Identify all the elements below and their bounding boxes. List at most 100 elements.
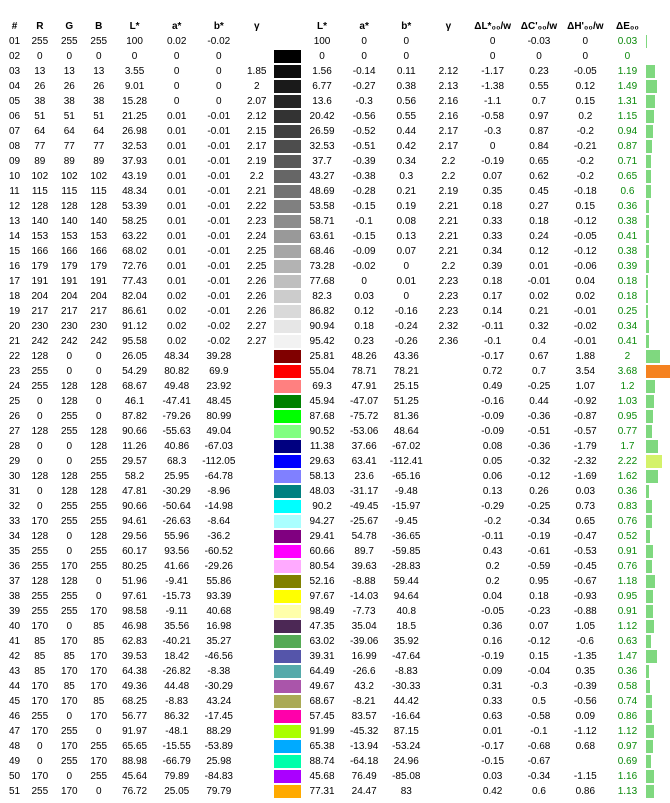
cell: -47.07 — [343, 394, 385, 409]
cell: 51 — [4, 784, 25, 799]
cell: 217 — [55, 304, 84, 319]
cell: 0.44 — [385, 124, 427, 139]
cell: -0.05 — [469, 604, 515, 619]
de00-cell: 1.19 — [609, 64, 647, 79]
cell: -0.02 — [198, 319, 240, 334]
cell: 0.72 — [469, 364, 515, 379]
cell: -8.38 — [198, 664, 240, 679]
cell: 0.42 — [469, 784, 515, 799]
cell: 255 — [84, 769, 113, 784]
cell — [240, 724, 274, 739]
cell: 11.38 — [301, 439, 343, 454]
cell: 32.53 — [114, 139, 156, 154]
swatch-fill — [274, 275, 301, 288]
cell: 38 — [84, 94, 113, 109]
swatch-fill — [274, 500, 301, 513]
cell: 35 — [4, 544, 25, 559]
swatch-fill — [274, 575, 301, 588]
table-row: 1415315315363.220.01-0.012.2463.61-0.150… — [4, 229, 670, 244]
cell: 21.25 — [114, 109, 156, 124]
cell — [240, 484, 274, 499]
cell: -2.32 — [562, 454, 608, 469]
cell: 85 — [25, 634, 54, 649]
color-swatch — [274, 709, 301, 724]
de-bar-cell — [646, 259, 670, 274]
table-row: 34128012829.5655.96-36.229.4154.78-36.65… — [4, 529, 670, 544]
cell: -0.36 — [516, 439, 562, 454]
cell: 0 — [198, 79, 240, 94]
de-bar-cell — [646, 109, 670, 124]
cell: -36.65 — [385, 529, 427, 544]
de-bar-cell — [646, 274, 670, 289]
cell: 58.2 — [114, 469, 156, 484]
cell: -67.03 — [198, 439, 240, 454]
cell: -25.67 — [343, 514, 385, 529]
cell: 88.29 — [198, 724, 240, 739]
de-bar — [646, 575, 654, 588]
cell: 0.35 — [562, 664, 608, 679]
table-row: 0651515121.250.01-0.012.1220.42-0.560.55… — [4, 109, 670, 124]
cell: -49.45 — [343, 499, 385, 514]
cell: 0.03 — [562, 484, 608, 499]
cell: 0 — [343, 34, 385, 49]
de-bar-cell — [646, 589, 670, 604]
cell: 18 — [4, 289, 25, 304]
cell: -0.6 — [562, 634, 608, 649]
swatch-fill — [274, 665, 301, 678]
cell: 0 — [469, 49, 515, 64]
table-row: 47170255091.97-48.188.2991.99-45.3287.15… — [4, 724, 670, 739]
cell: 0 — [25, 409, 54, 424]
de-bar — [646, 365, 670, 378]
cell: 0.12 — [562, 79, 608, 94]
de-bar — [646, 335, 649, 348]
cell: 58.13 — [301, 469, 343, 484]
cell: 63.41 — [343, 454, 385, 469]
cell: 88.98 — [114, 754, 156, 769]
cell: 16 — [4, 259, 25, 274]
table-row: 50170025545.6479.89-84.8345.6876.49-85.0… — [4, 769, 670, 784]
cell: 255 — [55, 409, 84, 424]
table-row: 042626269.010026.77-0.270.382.13-1.380.5… — [4, 79, 670, 94]
cell: 0.07 — [469, 169, 515, 184]
cell: -0.12 — [516, 634, 562, 649]
cell: 170 — [25, 769, 54, 784]
cell: 39.28 — [198, 349, 240, 364]
cell: 79.79 — [198, 784, 240, 799]
cell: -0.15 — [343, 229, 385, 244]
cell: 0 — [343, 274, 385, 289]
de-bar — [646, 170, 650, 183]
cell: 255 — [25, 589, 54, 604]
table-head: #RGBL*a*b*γL*a*b*γΔL*₀₀/wΔC'₀₀/wΔH'₀₀/wΔ… — [4, 4, 670, 34]
de00-cell: 0.36 — [609, 484, 647, 499]
cell: -85.08 — [385, 769, 427, 784]
cell: 0.06 — [469, 469, 515, 484]
de-bar-cell — [646, 724, 670, 739]
swatch-fill — [274, 395, 301, 408]
cell: -0.25 — [516, 379, 562, 394]
cell: 128 — [55, 379, 84, 394]
cell: 49 — [4, 754, 25, 769]
color-swatch — [274, 154, 301, 169]
cell: 25.05 — [156, 784, 198, 799]
de-bar — [646, 455, 661, 468]
cell: -0.05 — [562, 229, 608, 244]
cell: 0.2 — [562, 109, 608, 124]
cell: 0.97 — [516, 109, 562, 124]
cell: -28.83 — [385, 559, 427, 574]
cell: 48.26 — [343, 349, 385, 364]
de-bar — [646, 80, 656, 93]
cell: 89 — [25, 154, 54, 169]
swatch-fill — [274, 515, 301, 528]
cell: 29 — [4, 454, 25, 469]
cell: 0.4 — [516, 334, 562, 349]
cell — [427, 439, 469, 454]
cell: 0.12 — [516, 244, 562, 259]
cell: 166 — [25, 244, 54, 259]
cell: 85 — [25, 664, 54, 679]
cell: -0.3 — [516, 679, 562, 694]
cell: 0.02 — [516, 289, 562, 304]
cell: 90.52 — [301, 424, 343, 439]
de-bar-cell — [646, 514, 670, 529]
cell: 62.83 — [114, 634, 156, 649]
de-bar-cell — [646, 679, 670, 694]
